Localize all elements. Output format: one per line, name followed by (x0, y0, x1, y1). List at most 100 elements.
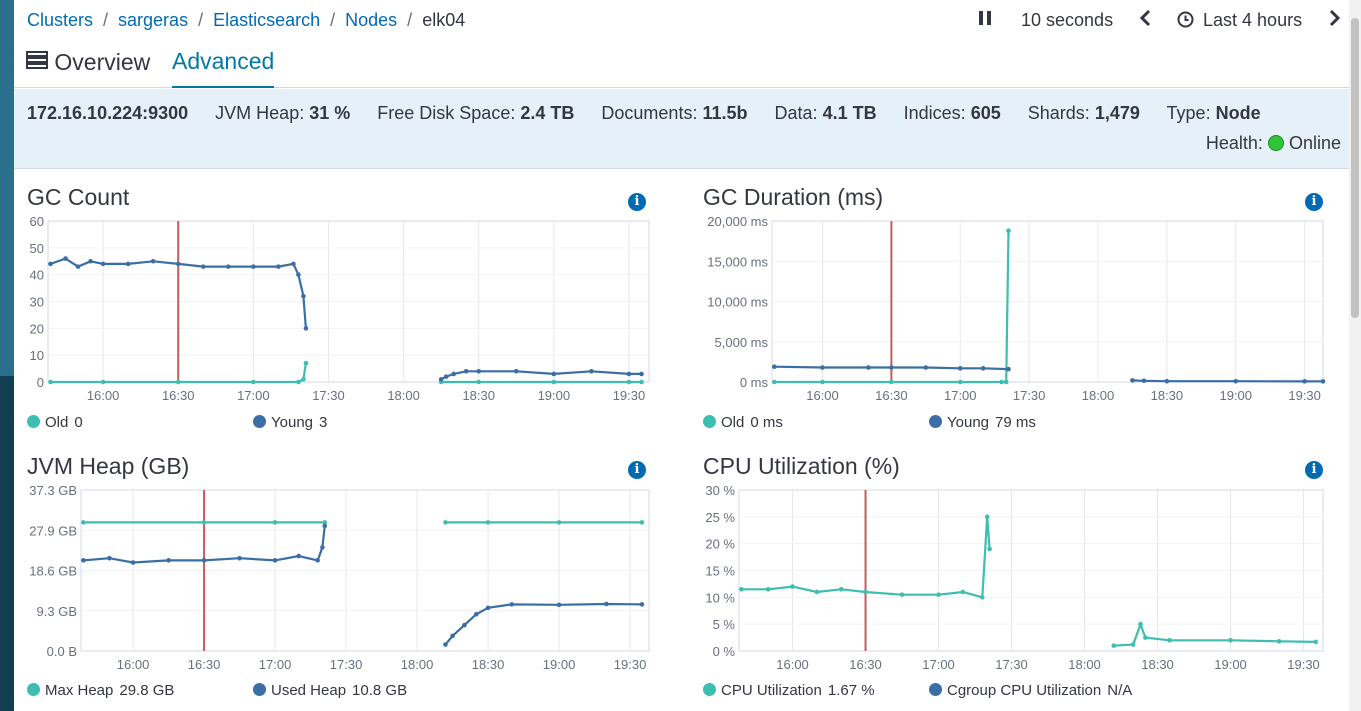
breadcrumb-elasticsearch[interactable]: Elasticsearch (213, 10, 321, 30)
chart-title: CPU Utilization (%) (703, 453, 900, 479)
page-scrollbar[interactable] (1349, 0, 1361, 711)
legend-old[interactable]: Old 0 (27, 414, 83, 431)
data-point (1167, 637, 1172, 643)
legend-max-heap[interactable]: Max Heap 29.8 GB (27, 682, 174, 699)
data-point (301, 377, 306, 382)
legend-value: 0 ms (750, 414, 783, 431)
x-tick-label: 18:00 (401, 657, 434, 672)
data-point (301, 293, 306, 299)
data-point (820, 379, 825, 385)
data-point (936, 592, 941, 597)
legend-old[interactable]: Old 0 ms (703, 414, 783, 431)
server-icon (26, 48, 48, 75)
data-point (296, 379, 301, 385)
data-point (272, 558, 278, 563)
data-point (1003, 379, 1009, 385)
info-icon[interactable]: i (628, 461, 646, 479)
data-point (100, 261, 106, 267)
data-point (443, 374, 449, 379)
data-label: Data: (774, 103, 818, 123)
jvm-heap-label: JVM Heap: (215, 103, 305, 123)
chevron-left-icon[interactable] (1138, 9, 1154, 32)
data-point (166, 558, 171, 563)
data-point (820, 365, 825, 370)
legend-young[interactable]: Young 79 ms (929, 414, 1036, 431)
legend-used-heap[interactable]: Used Heap 10.8 GB (253, 682, 407, 699)
legend-young[interactable]: Young 3 (253, 414, 327, 431)
legend-cgroup-cpu[interactable]: Cgroup CPU Utilization N/A (929, 682, 1132, 699)
data-point (462, 622, 467, 628)
tab-overview-label: Overview (54, 49, 151, 75)
data-point (1006, 366, 1011, 372)
y-tick-label: 30 % (705, 483, 735, 498)
jvm-heap-chart: 16:00 16:30 17:00 17:30 18:00 18:30 19:00 19:30… (29, 483, 650, 672)
series-line (1113, 620, 1316, 647)
y-tick-label: 15 % (705, 564, 735, 579)
data-point (75, 264, 81, 269)
tab-overview[interactable]: Overview (26, 48, 150, 88)
time-range-picker[interactable]: Last 4 hours (1177, 10, 1302, 33)
legend-label: Young (271, 414, 313, 431)
indices-value: 605 (970, 103, 1001, 123)
y-tick-label: 0 % (713, 644, 736, 659)
tab-advanced[interactable]: Advanced (172, 48, 275, 88)
legend-cpu-utilization[interactable]: CPU Utilization 1.67 % (703, 682, 875, 699)
y-tick-label: 10 % (705, 590, 735, 605)
y-tick-label: 40 (30, 268, 44, 283)
health-status-icon (1267, 135, 1284, 151)
data-point (81, 520, 86, 525)
data-point (296, 553, 302, 559)
legend-swatch (929, 683, 942, 696)
info-icon[interactable]: i (628, 193, 646, 211)
y-tick-label: 30 (30, 295, 44, 310)
info-icon[interactable]: i (1305, 193, 1323, 211)
info-icon[interactable]: i (1305, 461, 1323, 479)
data-point (200, 264, 206, 269)
data-point (130, 560, 136, 565)
data-point (639, 602, 645, 607)
breadcrumb-clusters[interactable]: Clusters (27, 10, 94, 30)
y-tick-label: 27.9 GB (29, 523, 77, 538)
x-tick-label: 18:00 (1082, 388, 1115, 403)
y-tick-label: 0 ms (740, 375, 769, 390)
data-point (476, 379, 482, 385)
legend-swatch (27, 415, 40, 428)
x-tick-label: 16:00 (806, 388, 839, 403)
breadcrumb-cluster[interactable]: sargeras (118, 10, 189, 30)
breadcrumb-nodes[interactable]: Nodes (345, 10, 398, 30)
data-point (451, 371, 456, 377)
series-line (444, 602, 642, 646)
legend-swatch (703, 683, 716, 696)
clock-icon (1177, 11, 1194, 33)
x-tick-label: 17:30 (312, 388, 345, 403)
y-tick-label: 18.6 GB (29, 564, 77, 579)
health-label: Health: (1205, 133, 1263, 153)
gc-count-chart: 16:00 16:30 17:00 17:30 18:00 18:30 19:00 19:30… (30, 214, 650, 403)
data-point (1302, 379, 1307, 384)
data-point (889, 365, 894, 370)
x-tick-label: 17:00 (237, 388, 270, 403)
refresh-interval[interactable]: 10 seconds (1021, 10, 1114, 30)
data-point (999, 379, 1004, 385)
y-tick-label: 15,000 ms (707, 254, 768, 269)
data-point (1164, 378, 1170, 384)
data-point (957, 379, 963, 385)
y-tick-label: 20 % (705, 537, 735, 552)
data-point (303, 360, 309, 366)
x-tick-label: 18:30 (472, 657, 505, 672)
y-tick-label: 60 (30, 214, 44, 229)
data-point (81, 558, 86, 563)
y-tick-label: 0.0 B (47, 644, 77, 659)
x-tick-label: 16:30 (188, 657, 221, 672)
data-point (201, 520, 207, 525)
x-tick-label: 16:30 (162, 388, 195, 403)
data-point (48, 261, 53, 267)
scrollbar-thumb[interactable] (1351, 18, 1359, 318)
chevron-right-icon[interactable] (1326, 9, 1342, 32)
data-point (626, 379, 632, 385)
cpu-utilization-panel: CPU Utilization (%) i 16:00 16:30 17:00 17:… (703, 453, 1333, 711)
y-tick-label: 25 % (705, 510, 735, 525)
legend-value: 3 (319, 414, 328, 431)
pause-icon[interactable] (976, 9, 994, 32)
x-tick-label: 16:30 (849, 657, 882, 672)
